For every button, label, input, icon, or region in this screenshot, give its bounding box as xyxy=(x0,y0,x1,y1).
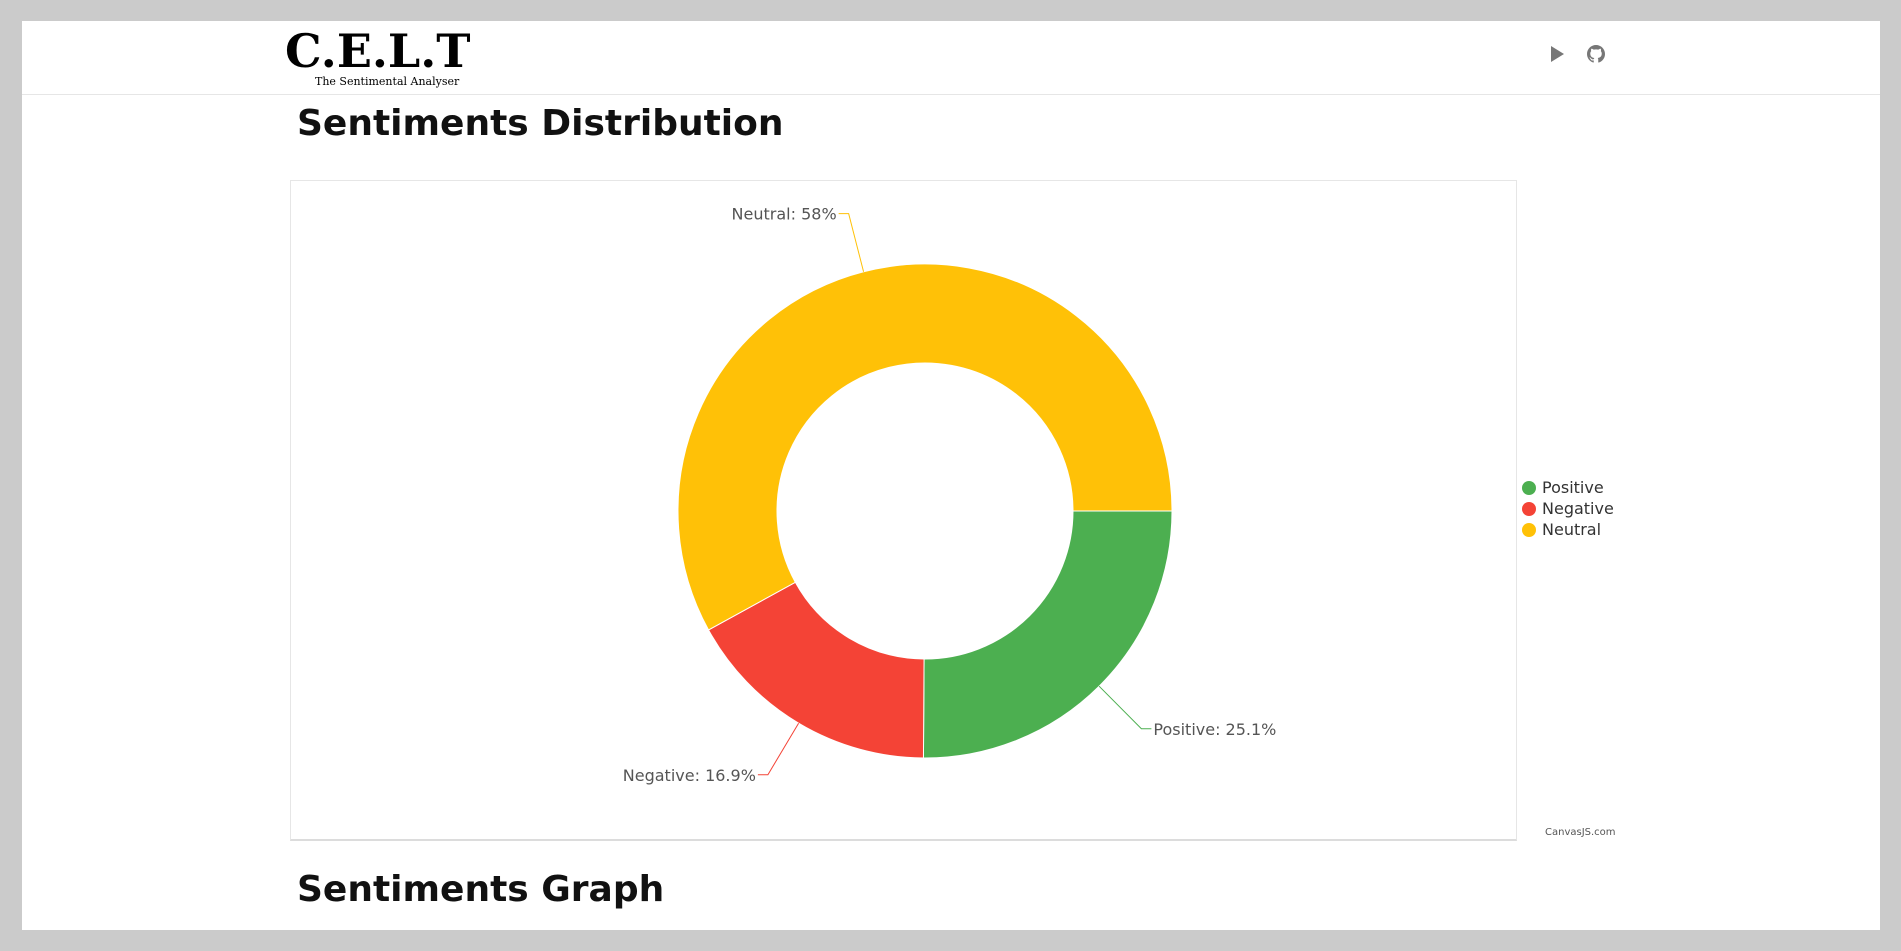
legend-label-neutral: Neutral xyxy=(1542,520,1602,539)
indicator-line-positive xyxy=(1098,685,1152,730)
chart-legend: Positive Negative Neutral xyxy=(1522,477,1614,540)
graph-title: Sentiments Graph xyxy=(297,869,665,910)
legend-item-neutral[interactable]: Neutral xyxy=(1522,519,1614,540)
logo-title: C.E.L.T xyxy=(285,24,471,78)
legend-marker-neutral xyxy=(1522,522,1536,537)
slice-neutral[interactable] xyxy=(677,263,1173,631)
github-icon[interactable] xyxy=(1586,44,1606,64)
navbar: C.E.L.T The Sentimental Analyser xyxy=(22,21,1880,95)
data-label-negative: Negative: 16.9% xyxy=(623,766,756,785)
chart-canvas: Positive: 25.1% Negative: 16.9% Neutral: 5… xyxy=(623,205,1277,785)
legend-item-negative[interactable]: Negative xyxy=(1522,498,1614,519)
indicator-line-neutral xyxy=(838,213,865,272)
logo-link[interactable]: C.E.L.T The Sentimental Analyser xyxy=(285,25,485,89)
legend-label-negative: Negative xyxy=(1542,499,1614,518)
play-icon[interactable] xyxy=(1547,44,1567,64)
data-label-positive: Positive: 25.1% xyxy=(1153,720,1276,739)
browser-viewport: C.E.L.T The Sentimental Analyser Sentime… xyxy=(22,21,1880,930)
legend-marker-positive xyxy=(1522,480,1536,495)
legend-marker-negative xyxy=(1522,501,1536,516)
logo-subtitle: The Sentimental Analyser xyxy=(315,75,460,88)
canvasjs-credit-link[interactable]: CanvasJS.com xyxy=(1545,827,1616,838)
legend-item-positive[interactable]: Positive xyxy=(1522,477,1614,498)
doughnut-chart: Positive: 25.1% Negative: 16.9% Neutral: 5… xyxy=(290,180,1517,841)
legend-label-positive: Positive xyxy=(1542,478,1604,497)
distribution-title: Sentiments Distribution xyxy=(297,103,784,144)
data-label-neutral: Neutral: 58% xyxy=(732,205,837,224)
slice-positive[interactable] xyxy=(922,510,1173,759)
slice-negative[interactable] xyxy=(707,581,925,759)
indicator-line-negative xyxy=(757,722,800,776)
